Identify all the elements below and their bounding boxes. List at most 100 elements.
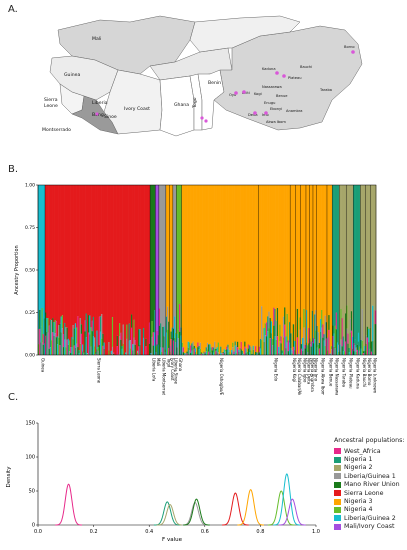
admixture-segment <box>210 352 213 355</box>
admixture-segment <box>99 331 102 355</box>
density-curve <box>273 473 301 526</box>
admixture-segment <box>180 327 182 336</box>
admixture-segment <box>224 185 227 350</box>
admixture-segment <box>318 348 321 355</box>
admixture-segment <box>145 338 147 347</box>
admixture-segment <box>119 335 121 355</box>
legend-swatch <box>334 498 341 505</box>
admixture-segment <box>202 185 204 354</box>
admixture-segment <box>172 185 175 329</box>
admixture-segment <box>355 347 358 352</box>
map-label-ivory-coast: Ivory Coast <box>124 106 150 112</box>
admixture-segment <box>369 348 372 355</box>
admixture-segment <box>265 185 268 323</box>
admixture-segment <box>62 185 65 335</box>
admixture-segment <box>288 322 291 343</box>
admixture-segment <box>46 317 48 333</box>
admixture-segment <box>279 185 281 325</box>
legend-swatch <box>334 490 341 497</box>
admixture-segment <box>368 185 370 329</box>
admixture-segment <box>333 333 335 347</box>
admixture-segment <box>346 305 348 329</box>
admixture-y-axis-label: Ancestry Proportion <box>14 245 20 294</box>
admixture-segment <box>119 323 121 336</box>
admixture-category-label: Nigeria Akwa Ibom/Ebonyi <box>321 358 326 395</box>
admixture-segment <box>345 313 347 342</box>
admixture-segment <box>246 351 249 355</box>
admixture-segment <box>284 185 286 308</box>
admixture-segment <box>245 348 247 353</box>
map-label-benue: Benue <box>276 94 288 98</box>
admixture-segment <box>161 185 163 343</box>
map-label-benin: Benin <box>208 80 221 86</box>
admixture-segment <box>187 347 190 355</box>
admixture-segment <box>265 336 268 355</box>
admixture-segment <box>235 185 238 346</box>
admixture-segment <box>56 185 59 337</box>
admixture-segment <box>85 313 88 338</box>
admixture-segment <box>286 313 289 343</box>
admixture-segment <box>323 185 325 335</box>
admixture-segment <box>290 333 292 348</box>
admixture-segment <box>364 185 366 346</box>
admixture-segment <box>269 318 272 339</box>
admixture-segment <box>275 339 278 355</box>
admixture-segment <box>193 348 196 355</box>
admixture-segment <box>343 338 346 352</box>
admixture-segment <box>235 353 238 355</box>
admixture-segment <box>276 336 279 355</box>
admixture-segment <box>67 185 70 339</box>
admixture-segment <box>361 340 364 355</box>
admixture-segment <box>209 185 211 345</box>
admixture-segment <box>272 339 274 346</box>
admixture-segment <box>157 185 160 336</box>
admixture-segment <box>101 185 103 315</box>
admixture-category-label: Liberia Lofa <box>152 358 157 382</box>
admixture-segment <box>315 330 317 355</box>
admixture-segment <box>368 342 370 355</box>
admixture-segment <box>328 185 330 316</box>
admixture-segment <box>214 185 216 342</box>
map-label-borno: Borno <box>344 45 355 49</box>
sample-marker <box>204 119 208 123</box>
admixture-segment <box>360 185 362 340</box>
admixture-segment <box>329 185 332 354</box>
admixture-segment <box>91 185 94 321</box>
admixture-segment <box>196 185 198 355</box>
admixture-segment <box>338 351 340 355</box>
admixture-segment <box>372 305 374 342</box>
admixture-segment <box>256 185 258 353</box>
admixture-segment <box>71 347 73 355</box>
admixture-segment <box>169 345 171 352</box>
admixture-segment <box>38 329 40 345</box>
admixture-segment <box>312 343 315 355</box>
admixture-segment <box>102 345 104 355</box>
admixture-segment <box>120 332 122 340</box>
admixture-segment <box>291 353 294 355</box>
admixture-segment <box>108 350 110 355</box>
admixture-segment <box>268 311 270 329</box>
admixture-segment <box>307 345 309 353</box>
admixture-segment <box>99 185 102 317</box>
admixture-segment <box>200 353 203 355</box>
admixture-segment <box>158 185 161 309</box>
admixture-segment <box>296 308 299 338</box>
admixture-segment <box>82 185 84 345</box>
admixture-segment <box>194 348 197 353</box>
admixture-segment <box>199 185 202 343</box>
admixture-segment <box>226 185 228 347</box>
admixture-segment <box>310 346 313 355</box>
admixture-segment <box>258 352 261 355</box>
admixture-segment <box>139 345 141 355</box>
admixture-category-label: Nigeria Kaduna <box>356 358 361 389</box>
admixture-segment <box>48 185 51 326</box>
admixture-segment <box>107 185 109 355</box>
admixture-segment <box>165 185 168 317</box>
admixture-segment <box>299 185 301 318</box>
density-curves <box>55 473 306 526</box>
admixture-segment <box>150 353 152 355</box>
admixture-segment <box>148 322 151 344</box>
map-label-sierra-leone-1: Sierra <box>44 97 58 103</box>
admixture-segment <box>356 185 359 345</box>
admixture-segment <box>273 325 275 355</box>
